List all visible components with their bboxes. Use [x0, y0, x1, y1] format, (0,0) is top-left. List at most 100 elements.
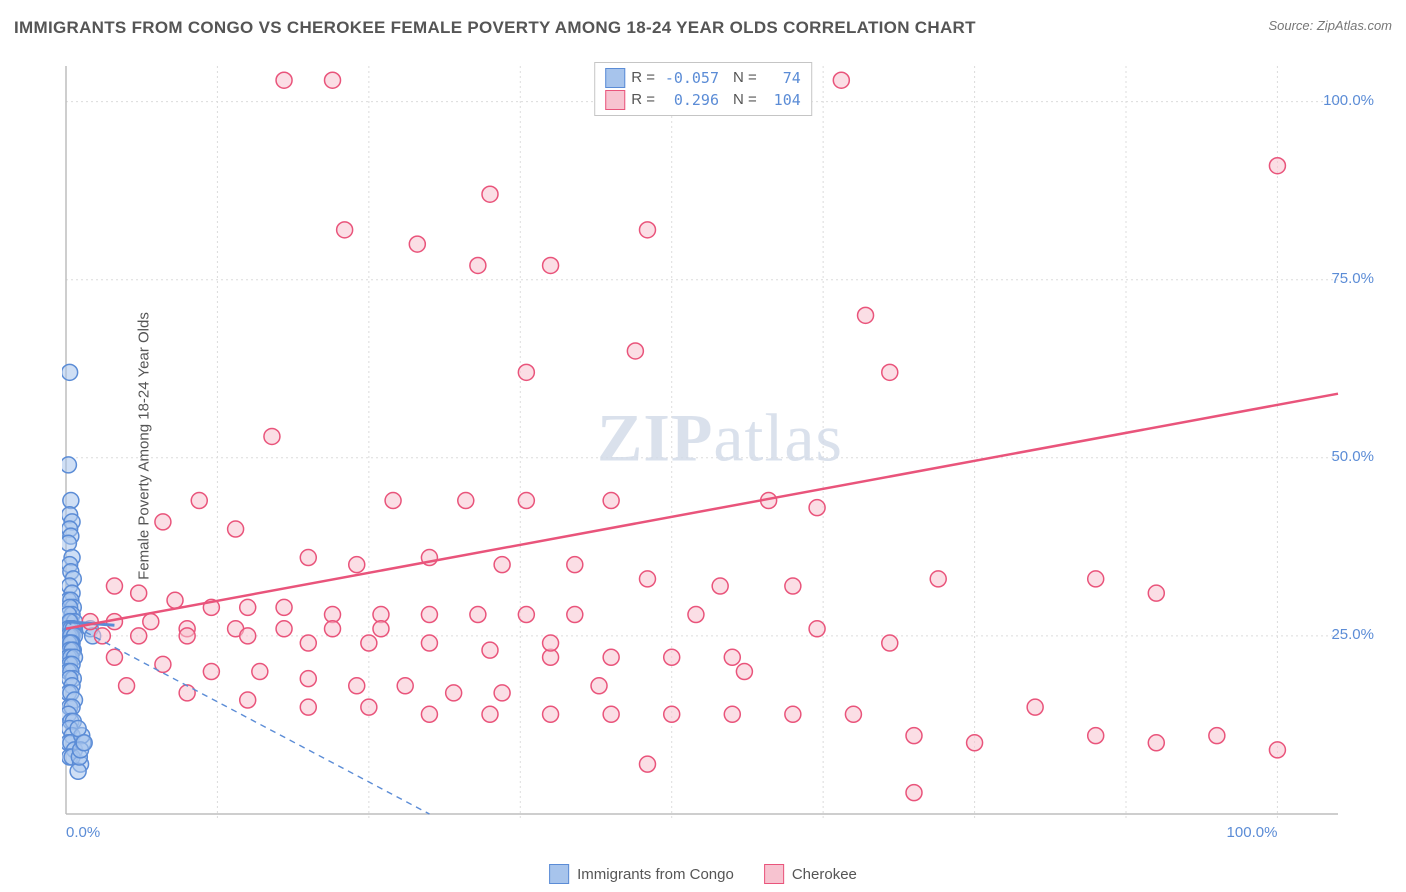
data-point	[482, 706, 498, 722]
data-point	[603, 706, 619, 722]
data-point	[591, 678, 607, 694]
data-point	[494, 685, 510, 701]
data-point	[179, 685, 195, 701]
legend-label: Immigrants from Congo	[577, 866, 734, 883]
data-point	[712, 578, 728, 594]
data-point	[131, 628, 147, 644]
data-point	[76, 735, 92, 751]
data-point	[337, 222, 353, 238]
data-point	[518, 364, 534, 380]
data-point	[470, 607, 486, 623]
data-point	[858, 307, 874, 323]
axis-tick-label: 100.0%	[1227, 824, 1278, 841]
data-point	[143, 614, 159, 630]
data-point	[276, 72, 292, 88]
data-point	[300, 635, 316, 651]
data-point	[191, 493, 207, 509]
legend-swatch	[549, 864, 569, 884]
correlation-legend: R =-0.057N =74R =0.296N =104	[594, 62, 812, 116]
data-point	[882, 635, 898, 651]
legend-item: Immigrants from Congo	[549, 864, 734, 884]
data-point	[1269, 158, 1285, 174]
data-point	[627, 343, 643, 359]
data-point	[688, 607, 704, 623]
data-point	[276, 621, 292, 637]
data-point	[62, 535, 76, 551]
data-point	[1209, 728, 1225, 744]
data-point	[603, 649, 619, 665]
data-point	[300, 671, 316, 687]
data-point	[1269, 742, 1285, 758]
scatter-plot: ZIPatlas	[62, 58, 1378, 850]
data-point	[240, 628, 256, 644]
data-point	[264, 428, 280, 444]
data-point	[421, 607, 437, 623]
data-point	[845, 706, 861, 722]
axis-tick-label: 100.0%	[1323, 92, 1374, 109]
data-point	[967, 735, 983, 751]
data-point	[421, 635, 437, 651]
data-point	[62, 457, 76, 473]
data-point	[106, 649, 122, 665]
data-point	[639, 222, 655, 238]
data-point	[639, 756, 655, 772]
data-point	[325, 72, 341, 88]
data-point	[543, 706, 559, 722]
data-point	[785, 706, 801, 722]
data-point	[421, 706, 437, 722]
chart-title: IMMIGRANTS FROM CONGO VS CHEROKEE FEMALE…	[14, 18, 976, 37]
trend-line	[66, 622, 429, 814]
data-point	[906, 785, 922, 801]
source-attribution: Source: ZipAtlas.com	[1268, 18, 1392, 33]
data-point	[567, 557, 583, 573]
data-point	[397, 678, 413, 694]
legend-item: Cherokee	[764, 864, 857, 884]
data-point	[325, 621, 341, 637]
data-point	[833, 72, 849, 88]
data-point	[300, 550, 316, 566]
data-point	[482, 186, 498, 202]
data-point	[736, 664, 752, 680]
data-point	[373, 621, 389, 637]
data-point	[203, 664, 219, 680]
data-point	[1088, 571, 1104, 587]
data-point	[809, 621, 825, 637]
series-legend: Immigrants from Congo Cherokee	[549, 864, 857, 884]
data-point	[470, 257, 486, 273]
data-point	[240, 692, 256, 708]
data-point	[518, 607, 534, 623]
data-point	[240, 599, 256, 615]
data-point	[1027, 699, 1043, 715]
legend-row: R =-0.057N =74	[605, 67, 801, 89]
data-point	[228, 521, 244, 537]
data-point	[1148, 585, 1164, 601]
data-point	[131, 585, 147, 601]
data-point	[543, 635, 559, 651]
data-point	[603, 493, 619, 509]
data-point	[930, 571, 946, 587]
axis-tick-label: 25.0%	[1331, 626, 1374, 643]
data-point	[724, 706, 740, 722]
data-point	[785, 578, 801, 594]
data-point	[300, 699, 316, 715]
data-point	[494, 557, 510, 573]
data-point	[155, 514, 171, 530]
axis-tick-label: 50.0%	[1331, 448, 1374, 465]
data-point	[639, 571, 655, 587]
data-point	[809, 500, 825, 516]
data-point	[361, 699, 377, 715]
data-point	[119, 678, 135, 694]
data-point	[518, 493, 534, 509]
data-point	[62, 364, 78, 380]
legend-swatch	[764, 864, 784, 884]
data-point	[664, 706, 680, 722]
trend-line	[66, 394, 1338, 629]
data-point	[724, 649, 740, 665]
data-point	[1148, 735, 1164, 751]
legend-swatch	[605, 90, 625, 110]
data-point	[543, 257, 559, 273]
data-point	[252, 664, 268, 680]
data-point	[94, 628, 110, 644]
data-point	[385, 493, 401, 509]
legend-row: R =0.296N =104	[605, 89, 801, 111]
